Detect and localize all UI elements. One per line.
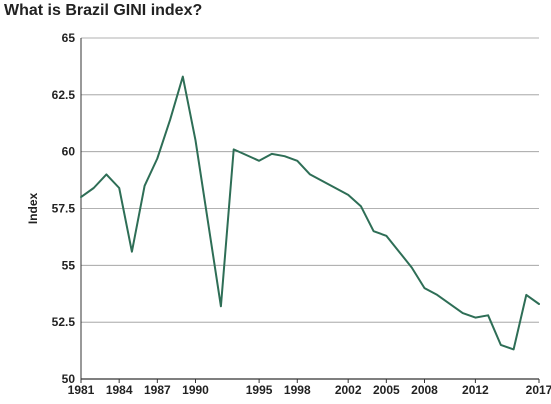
series-line	[80, 75, 540, 351]
x-tick-label: 2012	[462, 383, 489, 397]
y-tick-label: 55	[62, 258, 76, 272]
x-tick-label: 2017	[526, 383, 551, 397]
x-tick-label: 1995	[246, 383, 273, 397]
x-tick-label: 1987	[144, 383, 171, 397]
y-axis-title: Index	[26, 193, 40, 225]
y-tick-label: 57.5	[52, 202, 76, 216]
x-tick-label: 1984	[106, 383, 133, 397]
x-tick-label: 2008	[411, 383, 438, 397]
y-tick-label: 52.5	[52, 315, 76, 329]
x-tick-label: 1981	[68, 383, 95, 397]
x-tick-label: 1998	[284, 383, 311, 397]
y-tick-label: 62.5	[52, 88, 76, 102]
y-tick-label: 60	[62, 145, 76, 159]
series-layer	[80, 75, 540, 351]
y-tick-label: 65	[62, 31, 76, 45]
chart-title: What is Brazil GINI index?	[4, 2, 203, 19]
label-layer: 50 52.5 55 57.5 60 62.5 65 1981 1984 1987 1990 1995…	[26, 31, 551, 397]
axis-layer	[80, 38, 540, 383]
grid-layer	[81, 37, 539, 380]
x-tick-label: 2005	[373, 383, 400, 397]
x-tick-label: 1990	[182, 383, 209, 397]
x-tick-label: 2002	[335, 383, 362, 397]
y-tick-label: 50	[62, 372, 76, 386]
